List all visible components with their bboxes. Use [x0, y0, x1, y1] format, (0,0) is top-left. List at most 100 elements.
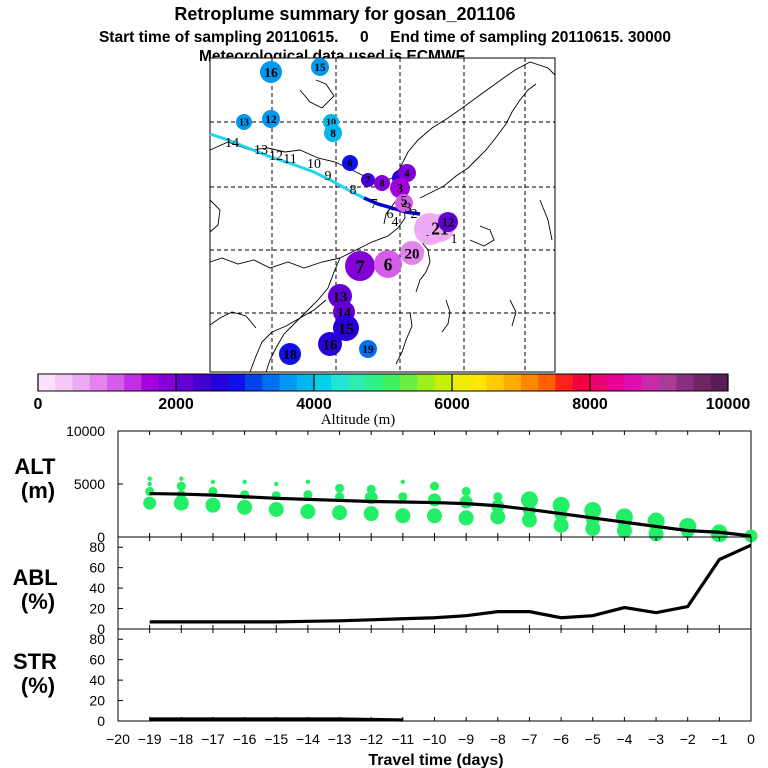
scatter-point: [363, 506, 379, 522]
y-tick-label: 80: [89, 539, 105, 555]
x-tick-label: −20: [106, 731, 130, 747]
scatter-point: [300, 504, 316, 520]
map-graticule: [210, 58, 555, 372]
y-tick-label: 20: [89, 601, 105, 617]
trajectory-day-label: 1: [451, 232, 458, 247]
plume-marker: [342, 155, 358, 171]
colorbar-tick-label: 10000: [706, 396, 751, 413]
scatter-point: [366, 484, 376, 494]
scatter-point: [520, 491, 538, 509]
x-tick-label: −3: [648, 731, 664, 747]
scatter-point: [553, 517, 569, 533]
plume-cluster-markers: 161513121086543217876202112131415161819: [236, 58, 458, 365]
trajectory-day-label: 14: [225, 136, 239, 151]
colorbar-tick-label: 4000: [296, 396, 332, 413]
x-tick-label: −16: [233, 731, 257, 747]
x-axis-title: Travel time (days): [368, 752, 503, 768]
alt-panel-label: ALT (m): [14, 454, 61, 503]
scatter-point: [400, 479, 406, 485]
scatter-point: [147, 481, 152, 487]
plume-marker: [236, 114, 252, 130]
plume-marker-label: 15: [314, 62, 326, 74]
colorbar-cell: [227, 374, 246, 391]
colorbar-cell: [400, 374, 418, 391]
colorbar-cell: [693, 374, 712, 391]
trajectory-day-label: 8: [350, 183, 357, 198]
trajectory-day-label: 2: [411, 207, 418, 222]
y-tick-label: 40: [89, 672, 105, 688]
colorbar-cell: [245, 374, 263, 391]
scatter-point: [430, 481, 439, 491]
chart-subtitle-sampling: Start time of sampling 20110615. 0 End t…: [99, 29, 671, 46]
colorbar-cell: [279, 374, 298, 391]
plume-marker-label: 3: [397, 182, 403, 196]
colorbar-cell: [555, 374, 574, 391]
alt-series-line: [149, 491, 752, 538]
plume-marker: [311, 58, 329, 76]
plume-marker-label: 15: [338, 320, 354, 338]
plume-marker: [374, 250, 402, 278]
plume-marker: [324, 124, 342, 142]
colorbar-cell: [314, 374, 332, 391]
colorbar-cell: [641, 374, 660, 391]
colorbar-cell: [469, 374, 487, 391]
str-label-line2: (%): [21, 673, 55, 698]
colorbar-cell: [107, 374, 125, 391]
cluster-scatter: [143, 476, 758, 543]
colorbar-cell: [262, 374, 280, 391]
trajectory-day-label: 10: [307, 157, 321, 172]
plume-marker: [262, 110, 280, 128]
scatter-point: [458, 510, 474, 526]
scatter-point: [585, 521, 601, 537]
plume-marker: [374, 175, 390, 191]
colorbar-cell: [365, 374, 384, 391]
scatter-point: [395, 508, 411, 524]
colorbar-cell: [624, 374, 643, 391]
colorbar-cell: [38, 374, 56, 391]
map-frame: [209, 57, 556, 373]
scatter-point: [584, 502, 602, 519]
plume-marker-label: 18: [283, 347, 297, 362]
colorbar-cell: [141, 374, 160, 391]
plume-marker: [395, 194, 413, 212]
y-tick-label: 5000: [74, 476, 105, 492]
scatter-point: [332, 505, 348, 521]
x-tick-label: −7: [521, 731, 537, 747]
colorbar-cell: [572, 374, 591, 391]
x-tick-label: −2: [680, 731, 696, 747]
plume-marker: [361, 173, 375, 187]
alt-label-line1: ALT: [14, 454, 56, 479]
scatter-point: [521, 512, 537, 528]
plume-marker-label: 16: [323, 337, 339, 353]
scatter-point: [305, 479, 311, 485]
x-tick-label: −9: [458, 731, 474, 747]
scatter-point: [428, 493, 441, 507]
plume-marker-label: 7: [355, 257, 364, 278]
colorbar-cell: [72, 374, 91, 391]
y-tick-label: 20: [89, 693, 105, 709]
trajectory-day-label: 12: [269, 149, 283, 164]
scatter-point: [242, 479, 247, 485]
x-tick-label: −19: [138, 731, 162, 747]
y-tick-label: 60: [89, 652, 105, 668]
plume-marker-label: 7: [366, 175, 371, 185]
abl-label-line1: ABL: [13, 565, 58, 590]
plume-marker: [260, 61, 282, 83]
trajectory-day-label: 11: [283, 152, 296, 167]
colorbar-tick-label: 6000: [434, 396, 470, 413]
colorbar-cell: [158, 374, 177, 391]
y-tick-label: 10000: [66, 423, 105, 439]
colorbar-cell: [296, 374, 315, 391]
colorbar-cell: [89, 374, 108, 391]
abl-panel-frame: [117, 536, 752, 630]
str-panel-frame: [117, 628, 752, 722]
x-tick-label: −14: [296, 731, 320, 747]
scatter-point: [176, 481, 186, 491]
plume-marker-label: 16: [264, 65, 278, 80]
trajectory-day-label: 6: [387, 207, 394, 222]
scatter-point: [143, 496, 157, 510]
scatter-point: [493, 492, 503, 502]
alt-label-line2: (m): [21, 478, 55, 503]
scatter-point: [210, 479, 216, 485]
